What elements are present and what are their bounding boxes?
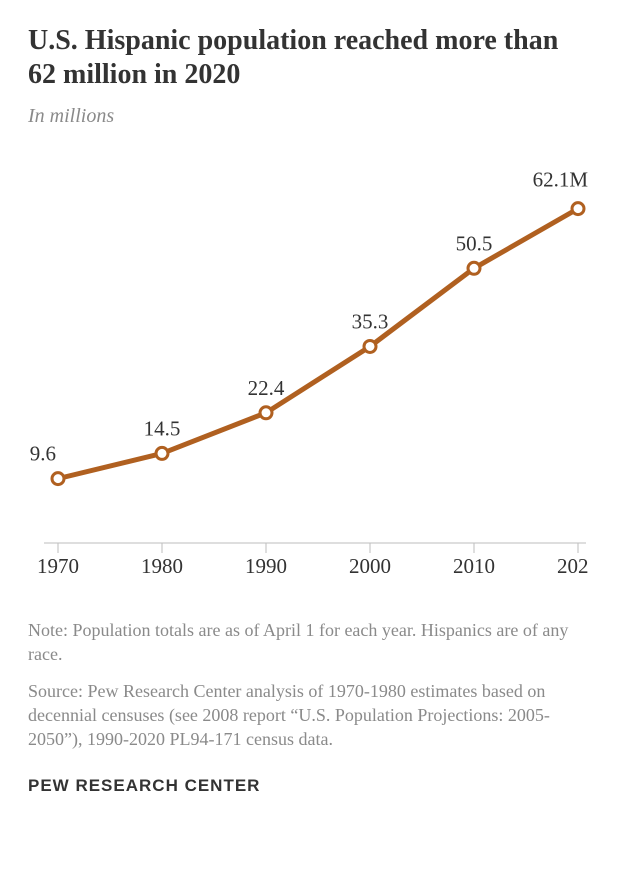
svg-text:35.3: 35.3 [352,310,389,334]
chart-source: Source: Pew Research Center analysis of … [28,679,592,752]
chart-title: U.S. Hispanic population reached more th… [28,24,592,91]
svg-text:2010: 2010 [453,554,495,578]
svg-text:22.4: 22.4 [248,376,285,400]
footer-attribution: PEW RESEARCH CENTER [28,776,592,796]
svg-text:9.6: 9.6 [30,442,56,466]
svg-text:62.1M: 62.1M [533,168,588,192]
svg-text:1980: 1980 [141,554,183,578]
chart-container: 1970 1980 1990 2000 2010 2020 9.6 14.5 22.4 35.3 5… [28,148,588,598]
chart-subtitle: In millions [28,105,592,128]
svg-text:14.5: 14.5 [144,417,181,441]
svg-text:2000: 2000 [349,554,391,578]
svg-text:1990: 1990 [245,554,287,578]
chart-note: Note: Population totals are as of April … [28,618,592,667]
svg-text:50.5: 50.5 [456,231,493,255]
svg-text:1970: 1970 [37,554,79,578]
svg-text:2020: 2020 [557,554,588,578]
line-chart: 1970 1980 1990 2000 2010 2020 9.6 14.5 22.4 35.3 5… [28,148,588,598]
